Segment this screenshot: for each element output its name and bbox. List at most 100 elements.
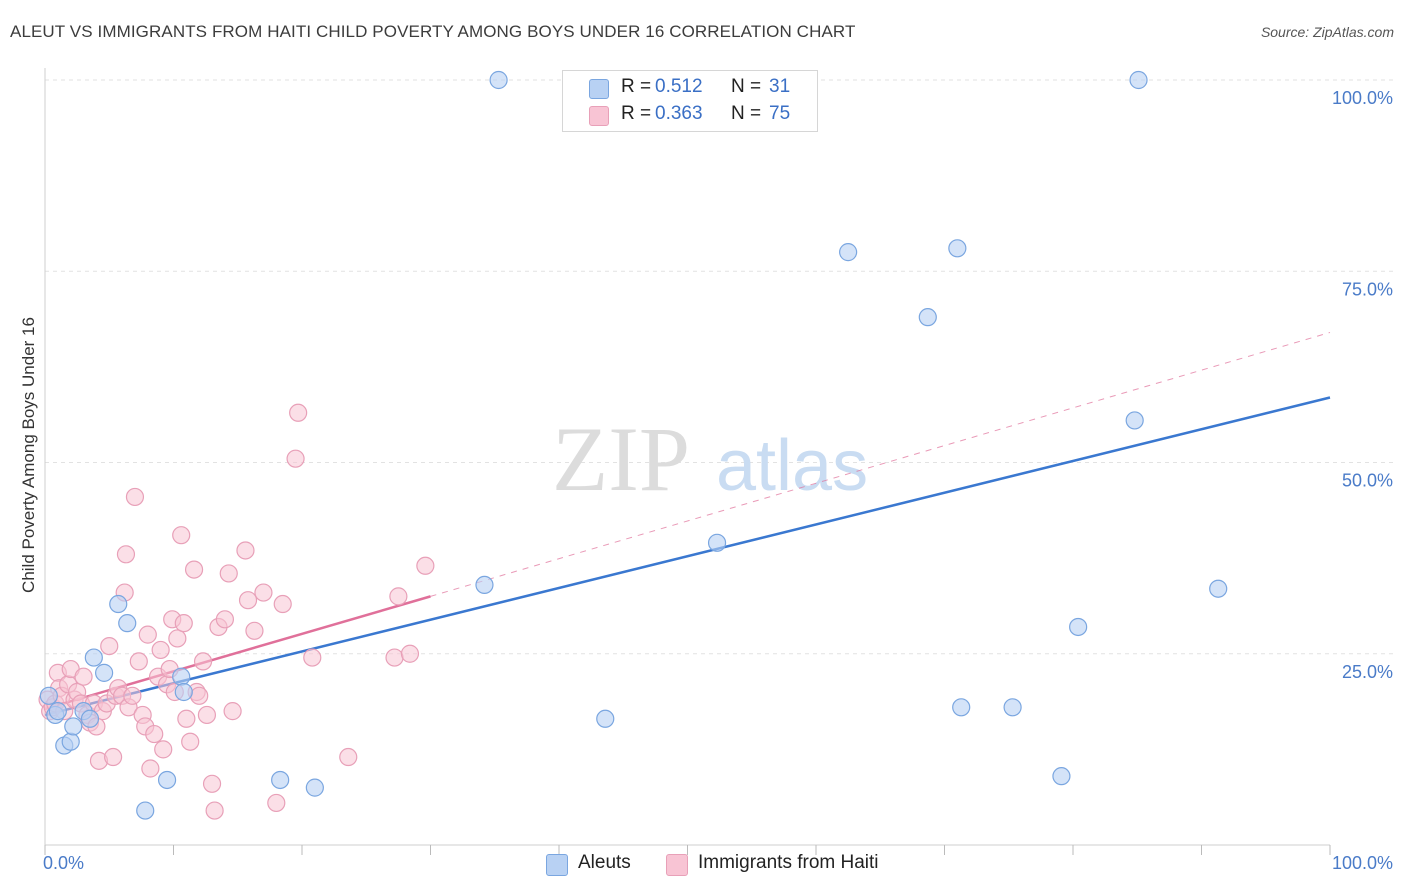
- point-aleut: [157, 770, 177, 790]
- point-aleut: [95, 663, 114, 682]
- watermark: ZIP atlas: [552, 408, 868, 510]
- point-haiti: [238, 591, 258, 610]
- point-aleut: [918, 308, 937, 327]
- point-haiti: [385, 648, 404, 667]
- point-haiti: [100, 636, 119, 656]
- bottom-legend-swatch-aleut: [546, 854, 568, 876]
- chart-title: ALEUT VS IMMIGRANTS FROM HAITI CHILD POV…: [10, 22, 856, 41]
- y-axis-label: Child Poverty Among Boys Under 16: [19, 317, 38, 593]
- point-aleut: [1125, 411, 1144, 430]
- watermark-zip: ZIP: [552, 408, 690, 510]
- point-aleut: [305, 778, 324, 797]
- point-haiti: [154, 740, 173, 759]
- point-haiti: [273, 594, 292, 614]
- point-haiti: [138, 625, 157, 644]
- x-tick-label-max: 100.0%: [1332, 853, 1393, 873]
- data-points: [38, 70, 1228, 820]
- y-tick-label: 100.0%: [1332, 88, 1393, 108]
- point-haiti: [245, 621, 264, 640]
- point-haiti: [303, 648, 322, 667]
- y-tick-label: 50.0%: [1342, 471, 1393, 491]
- point-aleut: [64, 717, 83, 736]
- point-haiti: [193, 652, 213, 671]
- point-haiti: [145, 724, 164, 744]
- point-haiti: [286, 449, 305, 468]
- point-haiti: [125, 487, 145, 507]
- point-aleut: [1129, 70, 1148, 90]
- bottom-legend-label-aleut: Aleuts: [578, 852, 631, 873]
- trend-line-haiti: [44, 595, 431, 711]
- point-haiti: [197, 705, 217, 725]
- point-aleut: [118, 614, 137, 633]
- point-aleut: [80, 709, 100, 728]
- stats-legend: R = 0.512 N = 31 R = 0.363 N = 75: [562, 70, 818, 132]
- point-aleut: [489, 70, 508, 90]
- point-haiti: [254, 583, 273, 602]
- point-aleut: [271, 770, 290, 790]
- y-tick-label: 25.0%: [1342, 662, 1393, 682]
- point-haiti: [267, 793, 286, 813]
- point-haiti: [202, 774, 222, 793]
- point-aleut: [1069, 617, 1088, 637]
- point-aleut: [948, 239, 967, 258]
- point-haiti: [168, 629, 187, 648]
- point-haiti: [190, 686, 209, 705]
- point-aleut: [475, 575, 494, 595]
- point-haiti: [219, 564, 238, 583]
- point-haiti: [339, 747, 358, 767]
- point-haiti: [151, 640, 170, 660]
- point-haiti: [104, 747, 123, 767]
- x-tick-label-min: 0.0%: [43, 853, 84, 873]
- legend-r-value: 0.512: [655, 76, 703, 97]
- legend-row-aleut: R = 0.512 N = 31: [563, 75, 817, 101]
- point-aleut: [136, 801, 155, 820]
- point-aleut: [1209, 579, 1228, 598]
- legend-r-value: 0.363: [655, 103, 703, 124]
- legend-r-label: R =: [621, 103, 652, 124]
- point-haiti: [289, 403, 308, 422]
- point-aleut: [172, 667, 191, 686]
- tick-labels: 25.0% 50.0% 75.0% 100.0% 0.0% 100.0%: [43, 88, 1393, 873]
- legend-n-value: 75: [769, 103, 791, 124]
- trend-lines: [44, 331, 1331, 717]
- y-tick-label: 75.0%: [1342, 279, 1393, 299]
- point-haiti: [400, 644, 420, 663]
- point-aleut: [1003, 698, 1022, 717]
- point-aleut: [174, 682, 193, 702]
- point-aleut: [596, 709, 615, 728]
- gridlines: [45, 79, 1394, 655]
- legend-n-value: 31: [769, 76, 791, 97]
- legend-row-haiti: R = 0.363 N = 75: [563, 102, 817, 128]
- point-haiti: [123, 686, 142, 705]
- watermark-atlas: atlas: [716, 426, 868, 506]
- point-haiti: [172, 526, 191, 545]
- bottom-legend-label-haiti: Immigrants from Haiti: [698, 852, 879, 873]
- point-haiti: [416, 556, 435, 575]
- legend-r-label: R =: [621, 76, 652, 97]
- trend-line-haiti-extended: [430, 331, 1331, 597]
- point-haiti: [223, 702, 242, 721]
- source-credit: Source: ZipAtlas.com: [1260, 24, 1394, 40]
- point-aleut: [839, 243, 858, 262]
- point-haiti: [141, 759, 160, 778]
- point-aleut: [39, 686, 58, 705]
- point-aleut: [61, 732, 80, 751]
- point-haiti: [174, 614, 193, 633]
- point-haiti: [236, 541, 255, 560]
- point-haiti: [129, 652, 148, 671]
- point-haiti: [74, 667, 93, 686]
- legend-swatch-haiti: [589, 106, 609, 126]
- bottom-legend-swatch-haiti: [666, 854, 688, 876]
- point-haiti: [181, 732, 200, 751]
- point-haiti: [389, 587, 408, 606]
- point-aleut: [1052, 767, 1071, 786]
- point-aleut: [84, 648, 103, 667]
- trend-line-aleut: [44, 396, 1331, 717]
- point-aleut: [707, 533, 727, 552]
- point-haiti: [177, 709, 196, 728]
- point-haiti: [205, 801, 224, 820]
- point-aleut: [109, 594, 128, 614]
- legend-n-label: N =: [731, 76, 762, 97]
- point-aleut: [48, 702, 67, 721]
